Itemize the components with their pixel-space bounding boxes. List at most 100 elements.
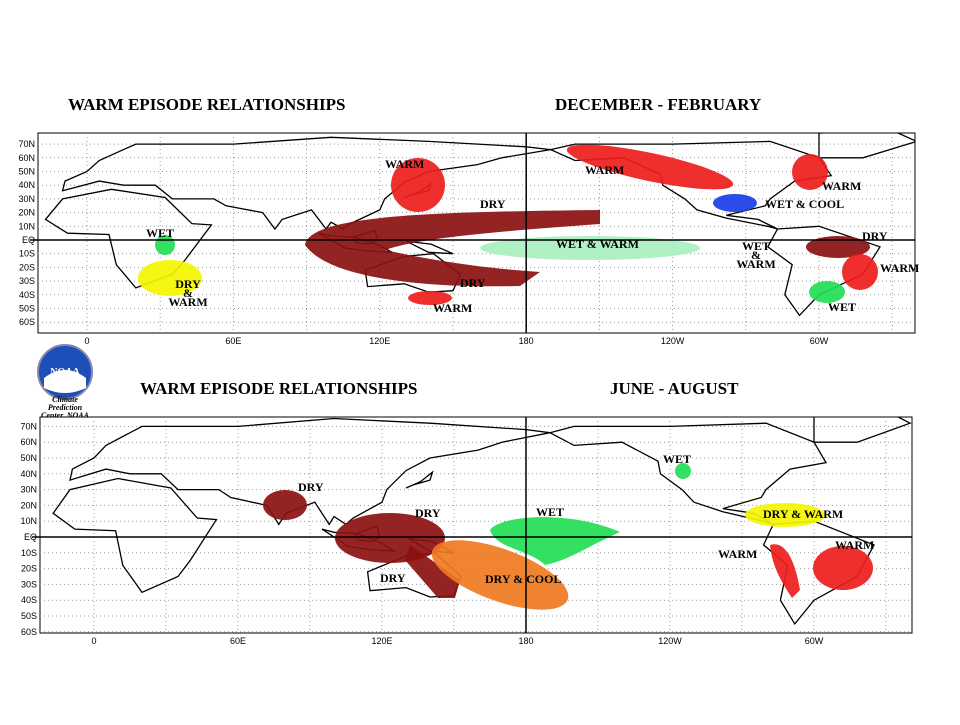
region-shape (806, 236, 870, 258)
lat-label: 30S (21, 579, 37, 589)
lat-label: 10S (19, 249, 35, 259)
region-shape (792, 154, 828, 190)
lat-label: 70N (18, 139, 35, 149)
lat-label: 20N (18, 208, 35, 218)
lat-label: 40N (18, 180, 35, 190)
lat-label: 60N (20, 437, 37, 447)
region-label: WARM (433, 301, 472, 315)
lat-label: 30N (18, 194, 35, 204)
region-label: DRY & COOL (485, 572, 561, 586)
lon-label: 120E (369, 336, 390, 346)
region-label: WARM (736, 257, 775, 271)
region-label: DRY (862, 229, 888, 243)
map-season: JUNE - AUGUST (610, 379, 739, 398)
region-label: WET (828, 300, 856, 314)
map-body (40, 417, 953, 633)
region-label: WET & WARM (556, 237, 639, 251)
region-label: WET (742, 239, 770, 253)
lat-label: 50N (20, 453, 37, 463)
coastline (52, 477, 218, 594)
lon-label: 0 (91, 636, 96, 646)
lat-label: 20S (19, 262, 35, 272)
lat-label: 10N (18, 221, 35, 231)
lat-label: 50N (18, 167, 35, 177)
region-label: WARM (718, 547, 757, 561)
region-shape (566, 144, 734, 190)
region-label: WET & COOL (765, 197, 844, 211)
region-shape (391, 158, 445, 212)
region-label: WARM (168, 295, 207, 309)
lat-label: 50S (21, 611, 37, 621)
lon-label: 120E (371, 636, 392, 646)
lon-label: 180 (519, 336, 534, 346)
coastline (44, 188, 213, 289)
logo-name: NOAA (50, 367, 80, 378)
region-shape (713, 194, 757, 212)
region-label: & (751, 248, 761, 262)
coastline (61, 136, 551, 231)
region-shape (745, 503, 825, 527)
logo-caption: Prediction (48, 403, 83, 412)
lon-label: 120W (658, 636, 682, 646)
region-label: DRY (480, 197, 506, 211)
lat-label: 60S (19, 317, 35, 327)
lon-label: 60W (810, 336, 829, 346)
lat-label: 60S (21, 627, 37, 637)
region-label: DRY (175, 277, 201, 291)
logo-caption: Center, NOAA (41, 411, 90, 420)
region-label: WARM (835, 538, 874, 552)
region-shape (408, 291, 452, 305)
region-shape (809, 281, 845, 303)
map-title: WARM EPISODE RELATIONSHIPS (140, 379, 417, 398)
noaa-logo: NOAA Climate Prediction Center, NOAA (37, 344, 93, 420)
region-shape (263, 490, 307, 520)
coastline (406, 240, 454, 255)
coastline (941, 161, 960, 172)
region-shape (490, 517, 620, 565)
region-label: DRY (380, 571, 406, 585)
region-shape (138, 260, 202, 296)
lon-label: 180 (518, 636, 533, 646)
region-label: WARM (385, 157, 424, 171)
coastline (405, 470, 434, 489)
lat-label: 50S (19, 304, 35, 314)
region-label: WARM (880, 261, 919, 275)
region-label: & (183, 286, 193, 300)
lat-label: 60N (18, 153, 35, 163)
lat-label: 40S (19, 290, 35, 300)
lat-label: 40N (20, 469, 37, 479)
region-shape (431, 540, 569, 610)
lat-label: 10S (21, 548, 37, 558)
lon-label: 60E (225, 336, 241, 346)
region-shape (813, 546, 873, 590)
lat-label: EQ (22, 235, 35, 245)
coastline (818, 133, 915, 159)
region-shape (335, 513, 445, 563)
lon-label: 120W (661, 336, 685, 346)
lon-label: 60E (230, 636, 246, 646)
region-shape (770, 544, 800, 598)
lon-label: 60W (805, 636, 824, 646)
region-label: DRY (298, 480, 324, 494)
lat-label: 30S (19, 276, 35, 286)
region-shape (842, 254, 878, 290)
region-label: DRY (460, 276, 486, 290)
region-label: WET (663, 452, 691, 466)
lon-label: 0 (84, 336, 89, 346)
coastline (766, 225, 881, 317)
coastline (69, 417, 551, 526)
lat-label: 70N (20, 421, 37, 431)
coastline (934, 445, 953, 458)
region-label: DRY (415, 506, 441, 520)
coastline (813, 417, 912, 443)
lat-label: 20N (20, 500, 37, 510)
logo-caption: Climate (52, 395, 78, 404)
lat-label: EQ (24, 532, 37, 542)
region-label: DRY & WARM (763, 507, 843, 521)
map-title: WARM EPISODE RELATIONSHIPS (68, 95, 345, 114)
region-shape (405, 545, 460, 598)
region-label: WARM (585, 163, 624, 177)
map-season: DECEMBER - FEBRUARY (555, 95, 761, 114)
lat-label: 40S (21, 595, 37, 605)
